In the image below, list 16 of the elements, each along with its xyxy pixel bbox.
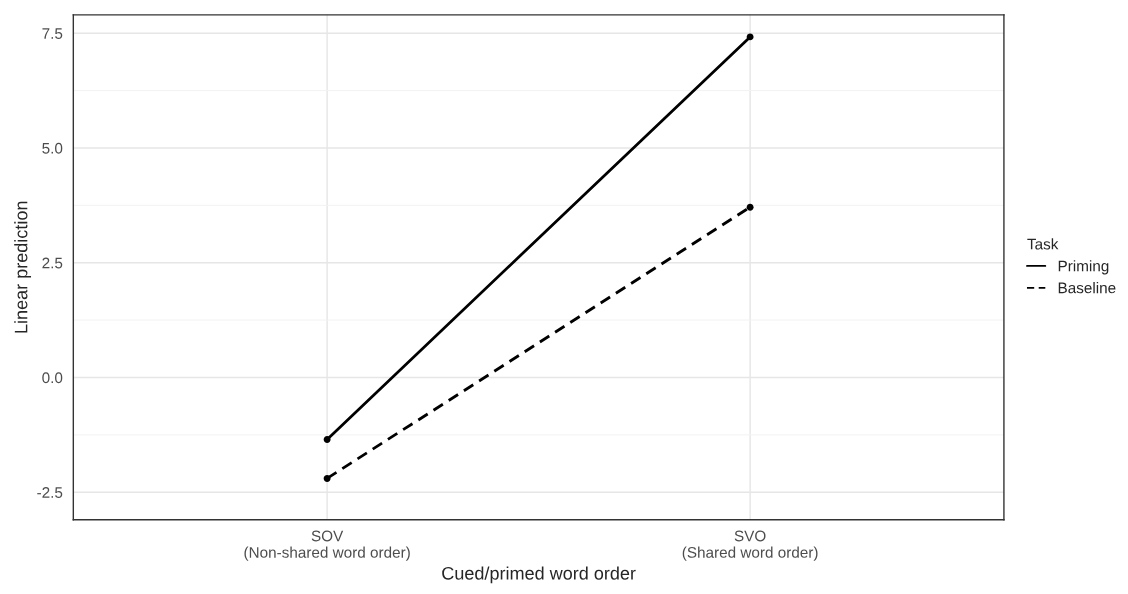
y-tick-label: 2.5 <box>42 257 63 269</box>
point <box>323 435 331 443</box>
legend-label: Baseline <box>1058 282 1116 294</box>
x-axis-title: Cued/primed word order <box>442 566 636 584</box>
legend-label: Priming <box>1058 260 1109 275</box>
y-tick-label: 0.0 <box>42 372 63 384</box>
point <box>746 33 754 41</box>
y-tick-label: 7.5 <box>42 28 63 39</box>
legend-title: Task <box>1027 238 1059 250</box>
y-tick-label: -2.5 <box>37 487 63 498</box>
y-axis-title: Linear prediction <box>14 201 32 333</box>
point <box>323 474 331 482</box>
x-tick-label: SVO (Shared word order) <box>682 530 818 561</box>
x-tick-label: SOV (Non-shared word order) <box>244 530 410 561</box>
y-tick-label: 5.0 <box>42 142 63 154</box>
point <box>746 203 754 211</box>
